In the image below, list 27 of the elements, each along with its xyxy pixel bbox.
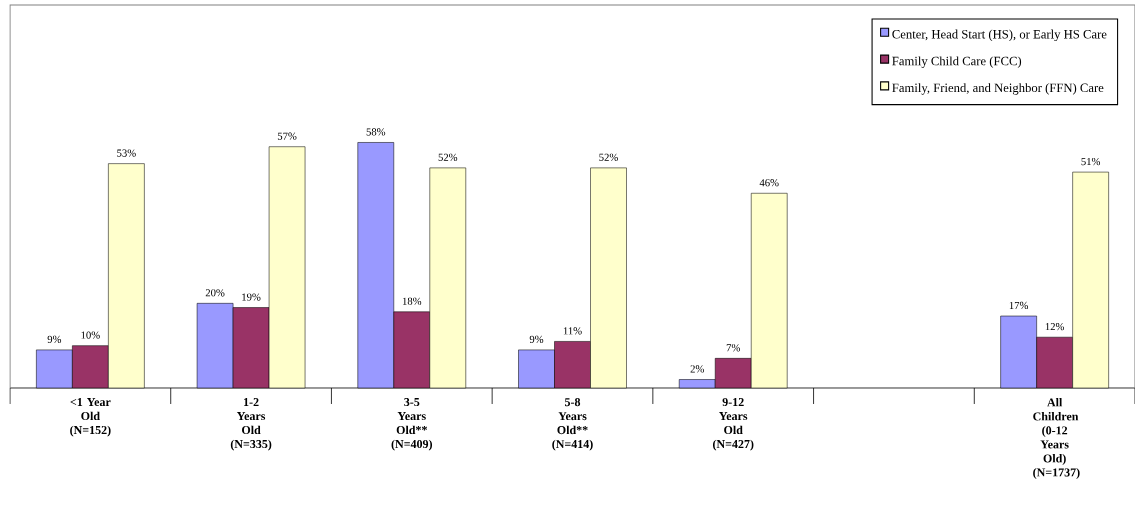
x-tick-label: 3-5 Years Old** (N=409) (391, 398, 433, 451)
data-label: 19% (242, 293, 261, 301)
data-label: 9% (47, 335, 62, 343)
data-label: 51% (1081, 157, 1101, 166)
data-label: 58% (366, 128, 386, 136)
data-label: 11% (563, 327, 582, 335)
data-label: 12% (1045, 323, 1065, 331)
data-label: 7% (726, 344, 740, 352)
data-label: 9% (529, 335, 544, 343)
x-tick-label: 5-8 Years Old** (N=414) (552, 398, 593, 451)
x-tick-label: 1-2 Years Old (N=335) (230, 398, 272, 451)
data-label: 52% (599, 153, 618, 161)
data-label: 10% (81, 331, 100, 339)
data-label: 52% (438, 153, 458, 161)
data-label: 18% (402, 297, 422, 305)
legend-label: Center, Head Start (HS), or Early HS Care (892, 29, 1107, 42)
data-label: 57% (277, 132, 297, 140)
data-label: 53% (117, 149, 136, 157)
legend-label: Family Child Care (FCC) (892, 56, 1022, 68)
data-label: 2% (690, 365, 704, 373)
data-label: 17% (1009, 301, 1029, 310)
data-label: 20% (205, 289, 225, 297)
x-tick-label: <1 Year Old (N=152) (70, 398, 111, 437)
data-label: 46% (759, 179, 779, 187)
x-tick-label: 9-12 Years Old (N=427) (712, 398, 754, 451)
x-tick-label: All Children (0-12 Years Old) (N=1737) (1033, 398, 1080, 479)
legend-label: Family, Friend, and Neighbor (FFN) Care (892, 83, 1104, 95)
